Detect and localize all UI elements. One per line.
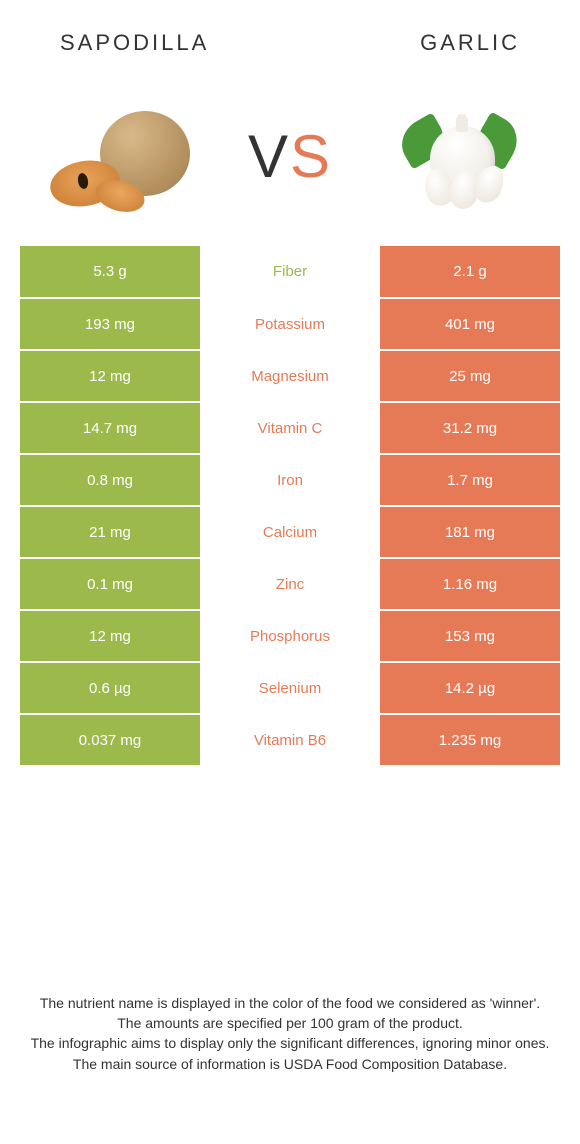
nutrient-label-cell: Vitamin C	[200, 402, 380, 454]
table-row: 0.6 µgSelenium14.2 µg	[20, 662, 560, 714]
left-value-cell: 12 mg	[20, 350, 200, 402]
nutrient-label-cell: Magnesium	[200, 350, 380, 402]
table-row: 12 mgMagnesium25 mg	[20, 350, 560, 402]
right-value-cell: 153 mg	[380, 610, 560, 662]
nutrient-label-cell: Potassium	[200, 298, 380, 350]
table-row: 0.037 mgVitamin B61.235 mg	[20, 714, 560, 766]
left-value-cell: 0.8 mg	[20, 454, 200, 506]
table-row: 5.3 gFiber2.1 g	[20, 246, 560, 298]
header: SAPODILLA GARLIC	[0, 0, 580, 76]
table-row: 193 mgPotassium401 mg	[20, 298, 560, 350]
footer-notes: The nutrient name is displayed in the co…	[0, 993, 580, 1074]
nutrient-table: 5.3 gFiber2.1 g193 mgPotassium401 mg12 m…	[20, 246, 560, 767]
right-value-cell: 31.2 mg	[380, 402, 560, 454]
left-value-cell: 0.037 mg	[20, 714, 200, 766]
footer-line: The infographic aims to display only the…	[30, 1033, 550, 1053]
vs-row: VS	[0, 76, 580, 246]
vs-label: VS	[248, 122, 332, 191]
left-value-cell: 5.3 g	[20, 246, 200, 298]
footer-line: The amounts are specified per 100 gram o…	[30, 1013, 550, 1033]
vs-letter-v: V	[248, 123, 290, 190]
nutrient-label-cell: Iron	[200, 454, 380, 506]
left-value-cell: 21 mg	[20, 506, 200, 558]
nutrient-label-cell: Vitamin B6	[200, 714, 380, 766]
footer-line: The nutrient name is displayed in the co…	[30, 993, 550, 1013]
sapodilla-image	[40, 96, 200, 216]
left-value-cell: 193 mg	[20, 298, 200, 350]
footer-line: The main source of information is USDA F…	[30, 1054, 550, 1074]
left-value-cell: 12 mg	[20, 610, 200, 662]
right-value-cell: 1.235 mg	[380, 714, 560, 766]
table-row: 21 mgCalcium181 mg	[20, 506, 560, 558]
nutrient-label-cell: Zinc	[200, 558, 380, 610]
right-value-cell: 401 mg	[380, 298, 560, 350]
table-row: 12 mgPhosphorus153 mg	[20, 610, 560, 662]
left-food-title: SAPODILLA	[60, 30, 209, 56]
right-value-cell: 2.1 g	[380, 246, 560, 298]
garlic-image	[380, 96, 540, 216]
vs-letter-s: S	[290, 123, 332, 190]
table-row: 0.1 mgZinc1.16 mg	[20, 558, 560, 610]
left-value-cell: 0.1 mg	[20, 558, 200, 610]
table-row: 14.7 mgVitamin C31.2 mg	[20, 402, 560, 454]
left-value-cell: 0.6 µg	[20, 662, 200, 714]
nutrient-label-cell: Fiber	[200, 246, 380, 298]
nutrient-label-cell: Phosphorus	[200, 610, 380, 662]
right-value-cell: 181 mg	[380, 506, 560, 558]
right-value-cell: 25 mg	[380, 350, 560, 402]
nutrient-label-cell: Calcium	[200, 506, 380, 558]
right-food-title: GARLIC	[420, 30, 520, 56]
left-value-cell: 14.7 mg	[20, 402, 200, 454]
nutrient-label-cell: Selenium	[200, 662, 380, 714]
right-value-cell: 14.2 µg	[380, 662, 560, 714]
right-value-cell: 1.7 mg	[380, 454, 560, 506]
right-value-cell: 1.16 mg	[380, 558, 560, 610]
table-row: 0.8 mgIron1.7 mg	[20, 454, 560, 506]
